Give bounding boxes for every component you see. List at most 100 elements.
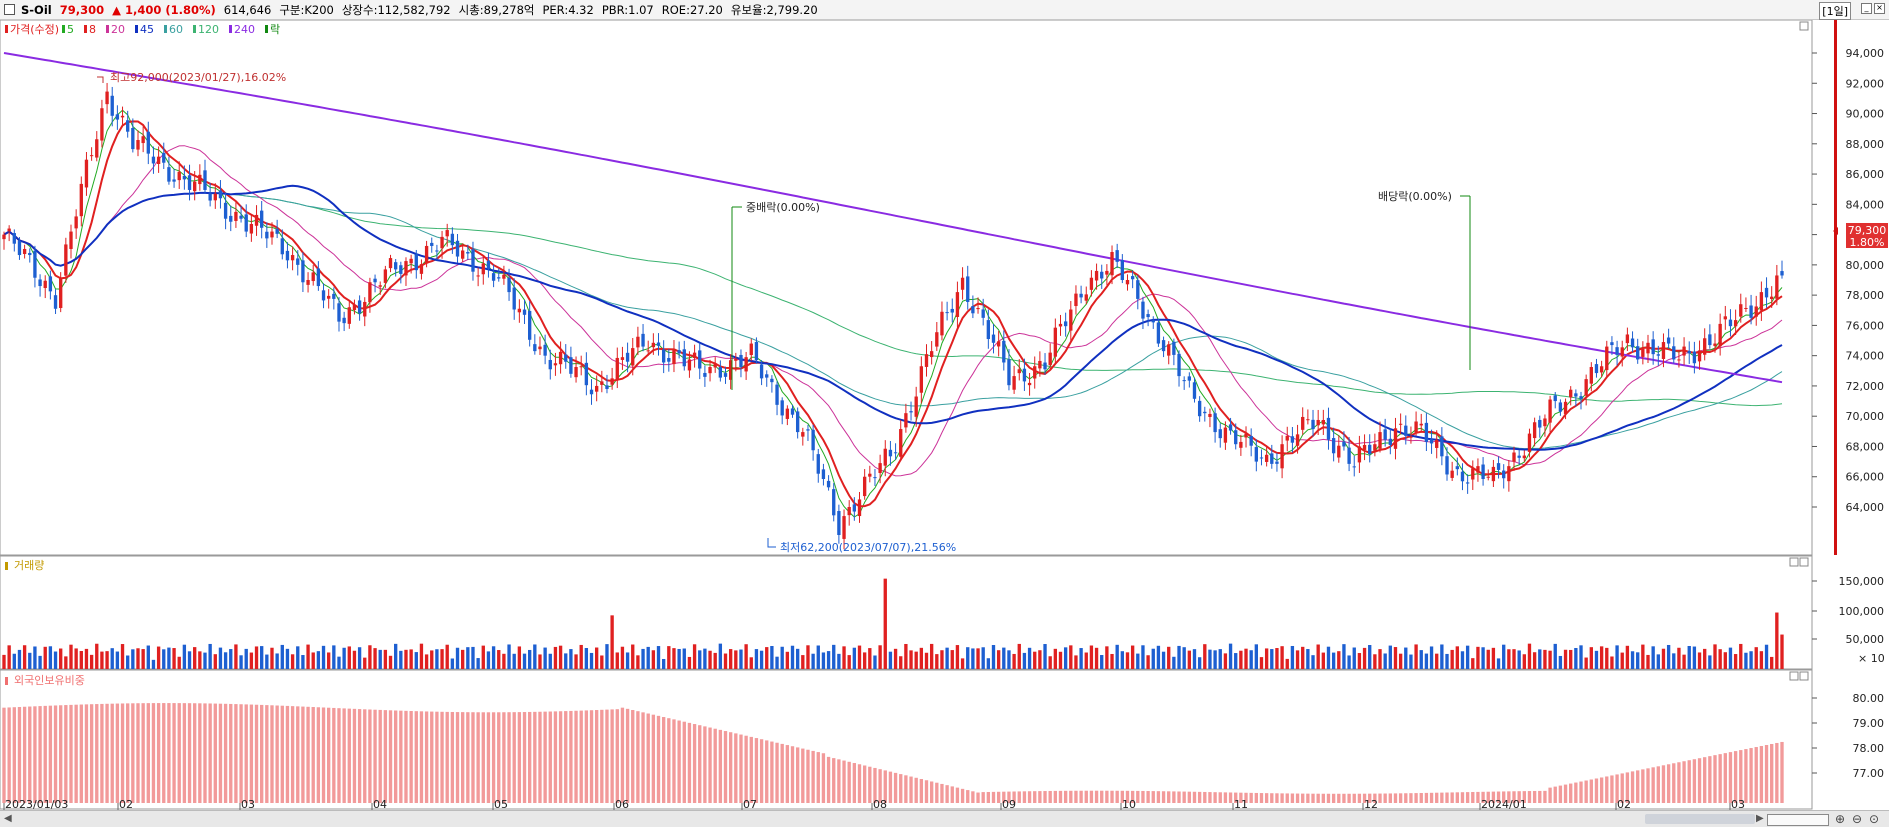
foreign-bar <box>1522 791 1526 803</box>
zoom-in-icon[interactable]: ⊕ <box>1835 812 1846 826</box>
candle-body <box>713 363 717 368</box>
foreign-bar <box>1770 743 1774 803</box>
candle-body <box>239 215 243 219</box>
foreign-bar <box>290 706 295 803</box>
foreign-bar <box>64 705 68 803</box>
foreign-panel-close-icon[interactable] <box>1799 671 1809 681</box>
volume-panel-close-icon[interactable] <box>1799 557 1809 567</box>
volume-bar <box>172 648 176 669</box>
candle-body <box>682 349 686 367</box>
volume-bar <box>883 578 887 669</box>
zoom-slider[interactable] <box>1767 814 1829 826</box>
period-selector[interactable]: [1일] <box>1819 2 1851 20</box>
foreign-bar <box>842 760 846 803</box>
ma45-line <box>3 184 1783 451</box>
volume-bar <box>1130 645 1135 669</box>
volume-bar <box>996 650 1001 669</box>
candle-body <box>600 381 604 385</box>
foreign-bar <box>1543 790 1547 803</box>
volume-bar <box>1306 649 1310 669</box>
candle-body <box>1244 433 1248 438</box>
volume-bar <box>1440 644 1444 669</box>
volume-bar <box>198 651 202 669</box>
foreign-bar <box>1548 787 1552 803</box>
candle-body <box>852 504 857 512</box>
volume-bar <box>1347 655 1351 669</box>
foreign-bar <box>182 703 187 803</box>
foreign-bar <box>765 740 769 803</box>
candle-body <box>218 190 223 199</box>
stock-checkbox[interactable] <box>4 4 15 15</box>
stock-name[interactable]: S-Oil <box>21 2 52 17</box>
volume-bar <box>1249 650 1253 669</box>
foreign-bar <box>1254 792 1259 803</box>
volume-bar <box>203 652 207 669</box>
foreign-bar <box>672 719 676 803</box>
candle-body <box>172 179 176 182</box>
zoom-reset-icon[interactable]: ⊙ <box>1869 812 1880 826</box>
volume-bar <box>1414 644 1418 669</box>
volume-bar <box>1053 648 1058 669</box>
candle-body <box>347 307 351 324</box>
foreign-bar <box>1739 750 1743 803</box>
volume-bar <box>919 647 924 669</box>
volume-bar <box>971 648 975 669</box>
volume-bar <box>1574 648 1578 669</box>
zoom-out-icon[interactable]: ⊖ <box>1852 812 1863 826</box>
close-icon[interactable]: × <box>1874 3 1885 14</box>
foreign-bar <box>631 710 635 803</box>
candle-body <box>1770 296 1774 300</box>
candle-body <box>1543 418 1547 427</box>
volume-bar <box>672 648 676 669</box>
scroll-thumb[interactable] <box>1645 814 1755 824</box>
minimize-icon[interactable]: _ <box>1861 3 1872 14</box>
legend-item: 락 <box>270 23 280 36</box>
candle-body <box>1033 366 1037 379</box>
foreign-bar <box>1084 790 1088 803</box>
candle-body <box>311 272 315 282</box>
price-panel-close-icon[interactable] <box>1799 21 1809 31</box>
volume-bar <box>723 653 728 669</box>
volume-bar <box>347 646 351 669</box>
volume-bar <box>904 643 908 669</box>
candle-body <box>533 344 537 352</box>
scroll-right-icon[interactable]: ▶ <box>1756 813 1764 824</box>
price-panel[interactable] <box>0 20 1813 556</box>
volume-bar <box>1744 652 1748 669</box>
foreign-bar <box>1017 791 1021 803</box>
foreign-bar <box>213 703 217 803</box>
candle-body <box>167 167 171 182</box>
foreign-bar <box>878 769 882 803</box>
volume-bar <box>1079 648 1083 669</box>
volume-bar <box>698 650 702 669</box>
horizontal-scrollbar[interactable]: ◀ ▶ ⊕ ⊖ ⊙ <box>0 810 1889 827</box>
candle-body <box>1337 445 1341 458</box>
volume-bar <box>553 646 558 669</box>
volume-panel-max-icon[interactable] <box>1789 557 1799 567</box>
foreign-bar <box>600 709 604 803</box>
foreign-bar <box>1646 768 1650 803</box>
foreign-bar <box>832 758 836 803</box>
volume-bar <box>1115 644 1119 669</box>
candle-body <box>306 280 310 285</box>
volume-bar <box>780 646 784 669</box>
candle-body <box>414 254 418 271</box>
foreign-panel-max-icon[interactable] <box>1789 671 1799 681</box>
foreign-bar <box>1218 792 1222 803</box>
foreign-bar <box>847 761 851 803</box>
stock-chart[interactable]: 94,00092,00090,00088,00086,00084,00082,0… <box>0 20 1889 810</box>
volume-bar <box>594 647 599 669</box>
foreign-bar <box>1249 792 1253 803</box>
volume-bar <box>290 654 295 669</box>
x-tick-label: 04 <box>373 798 387 810</box>
candle-body <box>270 231 274 238</box>
volume-bar <box>924 652 929 669</box>
scroll-left-icon[interactable]: ◀ <box>4 813 12 824</box>
candle-body <box>378 285 382 287</box>
candle-body <box>69 231 73 249</box>
candle-body <box>543 344 547 356</box>
candle-body <box>723 373 728 377</box>
volume-bar <box>38 655 42 669</box>
volume-bar <box>491 646 496 669</box>
volume-bar <box>74 648 78 669</box>
